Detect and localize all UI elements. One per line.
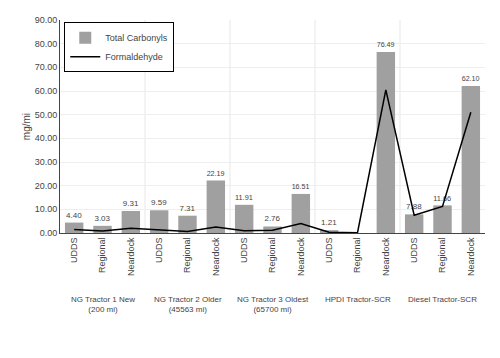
svg-text:62.10: 62.10: [462, 75, 480, 83]
svg-text:9.31: 9.31: [123, 199, 139, 208]
svg-text:Total Carbonyls: Total Carbonyls: [105, 33, 168, 43]
svg-text:11.66: 11.66: [433, 194, 451, 203]
svg-text:Diesel Tractor-SCR: Diesel Tractor-SCR: [408, 295, 477, 304]
svg-text:UDDS: UDDS: [239, 238, 249, 264]
svg-text:50.00: 50.00: [35, 110, 58, 120]
svg-text:10.00: 10.00: [35, 204, 58, 214]
svg-text:0.00: 0.00: [40, 228, 58, 238]
svg-text:UDDS: UDDS: [69, 238, 79, 264]
svg-text:7.88: 7.88: [406, 202, 422, 211]
svg-text:mg/mi: mg/mi: [21, 113, 32, 140]
svg-text:NG Tractor 1 New(200 mi): NG Tractor 1 New(200 mi): [71, 295, 135, 314]
svg-text:4.40: 4.40: [66, 211, 82, 220]
svg-text:70.00: 70.00: [35, 62, 58, 72]
svg-text:Neardock: Neardock: [466, 237, 476, 276]
svg-text:NG Tractor 3 Oldest(65700 mi): NG Tractor 3 Oldest(65700 mi): [237, 295, 309, 314]
svg-text:Neardock: Neardock: [126, 237, 136, 276]
svg-text:90.00: 90.00: [35, 15, 58, 25]
svg-text:Regional: Regional: [97, 238, 107, 274]
svg-text:UDDS: UDDS: [324, 238, 334, 264]
svg-text:1.21: 1.21: [321, 218, 337, 227]
svg-text:80.00: 80.00: [35, 39, 58, 49]
svg-text:Neardock: Neardock: [296, 237, 306, 276]
svg-text:HPDI Tractor-SCR: HPDI Tractor-SCR: [325, 295, 391, 304]
svg-text:Regional: Regional: [267, 238, 277, 274]
svg-text:22.19: 22.19: [207, 170, 225, 178]
svg-text:20.00: 20.00: [35, 181, 58, 191]
svg-text:Neardock: Neardock: [381, 237, 391, 276]
svg-text:76.49: 76.49: [377, 41, 395, 49]
svg-text:7.31: 7.31: [179, 204, 195, 213]
svg-text:Regional: Regional: [437, 238, 447, 274]
svg-text:Formaldehyde: Formaldehyde: [105, 52, 163, 62]
svg-text:3.03: 3.03: [94, 214, 110, 223]
svg-text:Regional: Regional: [352, 238, 362, 274]
svg-text:UDDS: UDDS: [409, 238, 419, 264]
svg-text:2.76: 2.76: [264, 214, 280, 223]
svg-text:UDDS: UDDS: [154, 238, 164, 264]
svg-text:Regional: Regional: [182, 238, 192, 274]
svg-text:60.00: 60.00: [35, 86, 58, 96]
svg-text:Neardock: Neardock: [211, 237, 221, 276]
svg-text:16.51: 16.51: [292, 183, 310, 191]
svg-text:9.59: 9.59: [151, 198, 167, 207]
svg-text:11.91: 11.91: [235, 193, 253, 202]
svg-text:40.00: 40.00: [35, 133, 58, 143]
svg-text:30.00: 30.00: [35, 157, 58, 167]
svg-text:NG Tractor 2 Older(45563 mi): NG Tractor 2 Older(45563 mi): [154, 295, 222, 314]
